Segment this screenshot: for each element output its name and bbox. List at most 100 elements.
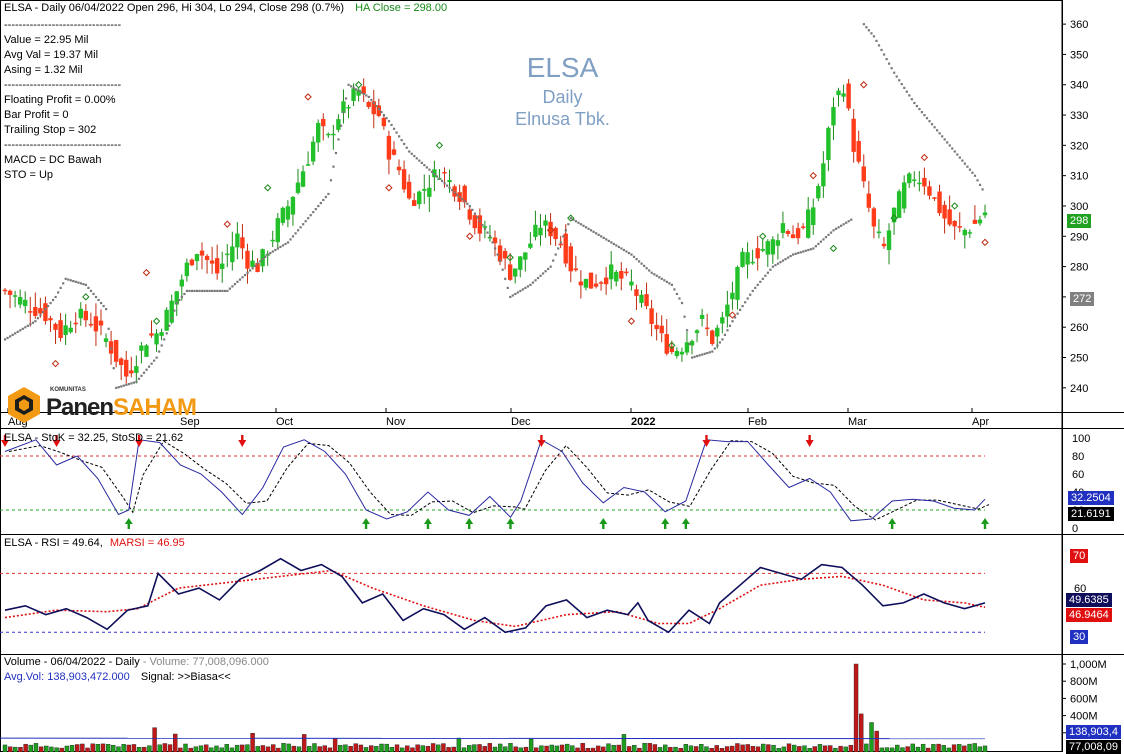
psar-dot	[880, 48, 883, 52]
volume-bar	[415, 744, 420, 752]
volume-bar	[755, 746, 761, 752]
psar-dot	[228, 287, 231, 290]
candle-body	[775, 240, 781, 246]
volume-bar	[513, 746, 518, 752]
psar-dot	[804, 249, 807, 252]
candle-body	[704, 327, 710, 330]
volume-bar	[80, 743, 85, 752]
psar-dot	[365, 94, 368, 97]
psar-dot	[322, 198, 325, 202]
signal-label: Signal: >>Biasa<<	[140, 671, 231, 683]
volume-title: Volume - 06/04/2022 - Daily	[4, 656, 140, 668]
psar-dot	[794, 252, 797, 255]
psar-dot	[350, 85, 353, 88]
candle-body	[179, 279, 185, 287]
candle-body	[932, 197, 937, 199]
watermark-period: Daily	[542, 87, 583, 107]
volume-bar	[632, 745, 637, 752]
psar-dot	[918, 107, 921, 111]
psar-dot	[956, 153, 959, 156]
candle-body	[927, 186, 932, 196]
candle-body	[230, 246, 235, 263]
psar-dot	[62, 282, 65, 285]
buy-arrow-icon	[888, 518, 897, 524]
psar-dot	[16, 330, 19, 333]
psar-dot	[41, 311, 45, 314]
psar-dot	[274, 248, 277, 252]
psar-dot	[185, 289, 189, 293]
volume-bar	[740, 744, 745, 752]
psar-dot	[691, 356, 694, 359]
watermark-ticker: ELSA	[526, 52, 599, 83]
asing-label: Asing = 1.32 Mil	[4, 64, 83, 76]
candle-body	[699, 314, 705, 319]
psar-dot	[236, 280, 239, 283]
candle-body	[245, 250, 250, 269]
psar-dot	[405, 146, 408, 149]
volume-bar	[920, 743, 926, 752]
psar-dot	[817, 242, 820, 246]
psar-dot	[744, 301, 747, 304]
psar-dot	[26, 324, 29, 327]
psar-dot	[908, 94, 911, 97]
volume-bar	[420, 745, 425, 752]
rsi-30-tag: 30	[1070, 630, 1089, 644]
candle-body	[947, 209, 952, 225]
psar-dot	[9, 335, 12, 338]
volume-bar	[131, 744, 137, 752]
psar-dot	[531, 281, 535, 284]
psar-dot	[693, 355, 696, 358]
candle-body	[881, 243, 887, 247]
volume-bar	[394, 744, 400, 752]
buy-arrow-icon	[465, 518, 474, 524]
candle-body	[321, 119, 326, 127]
volume-bar	[910, 743, 915, 752]
psar-dot	[443, 182, 446, 185]
volume-bar	[358, 744, 364, 752]
psar-dot	[771, 265, 775, 268]
volume-bar	[719, 747, 725, 752]
candle-body	[113, 340, 119, 362]
candle-body	[912, 179, 917, 181]
candle-body	[417, 191, 422, 205]
month-label: Mar	[848, 416, 867, 428]
psar-dot	[440, 179, 444, 183]
psar-dot	[802, 250, 805, 253]
floating-profit-label: Floating Profit = 0.00%	[4, 94, 116, 106]
volume-bar	[889, 747, 895, 752]
rsi-line	[4, 557, 986, 634]
sell-arrow-icon	[702, 440, 711, 447]
sell-arrow-icon	[52, 440, 61, 447]
candle-body	[401, 169, 407, 190]
candle-body	[507, 264, 513, 280]
psar-dot	[733, 316, 737, 319]
volume-bar	[477, 744, 482, 752]
volume-bar	[260, 745, 266, 752]
volume-bar	[7, 746, 13, 752]
psar-dot	[890, 67, 893, 70]
psar-dot	[797, 251, 800, 255]
psar-dot	[610, 241, 613, 244]
volume-bar	[410, 747, 415, 752]
psar-dot	[812, 247, 815, 250]
psar-dot	[251, 267, 254, 270]
volume-bar	[534, 747, 539, 752]
candle-body	[129, 370, 134, 374]
candle-body	[785, 230, 791, 234]
volume-bar	[730, 745, 735, 752]
psar-dot	[781, 259, 785, 262]
volume-bar	[663, 744, 668, 752]
psar-dot	[786, 256, 790, 259]
candle-body	[371, 101, 376, 115]
psar-dot	[130, 382, 133, 385]
psar-dot	[271, 250, 274, 253]
candle-body	[184, 262, 190, 277]
candle-body	[518, 256, 523, 270]
volume-bar	[2, 744, 8, 752]
volume-bar	[977, 746, 983, 752]
psar-dot	[89, 289, 93, 293]
psar-dot	[299, 226, 302, 229]
psar-dot	[607, 239, 610, 243]
candle-body	[593, 283, 599, 287]
